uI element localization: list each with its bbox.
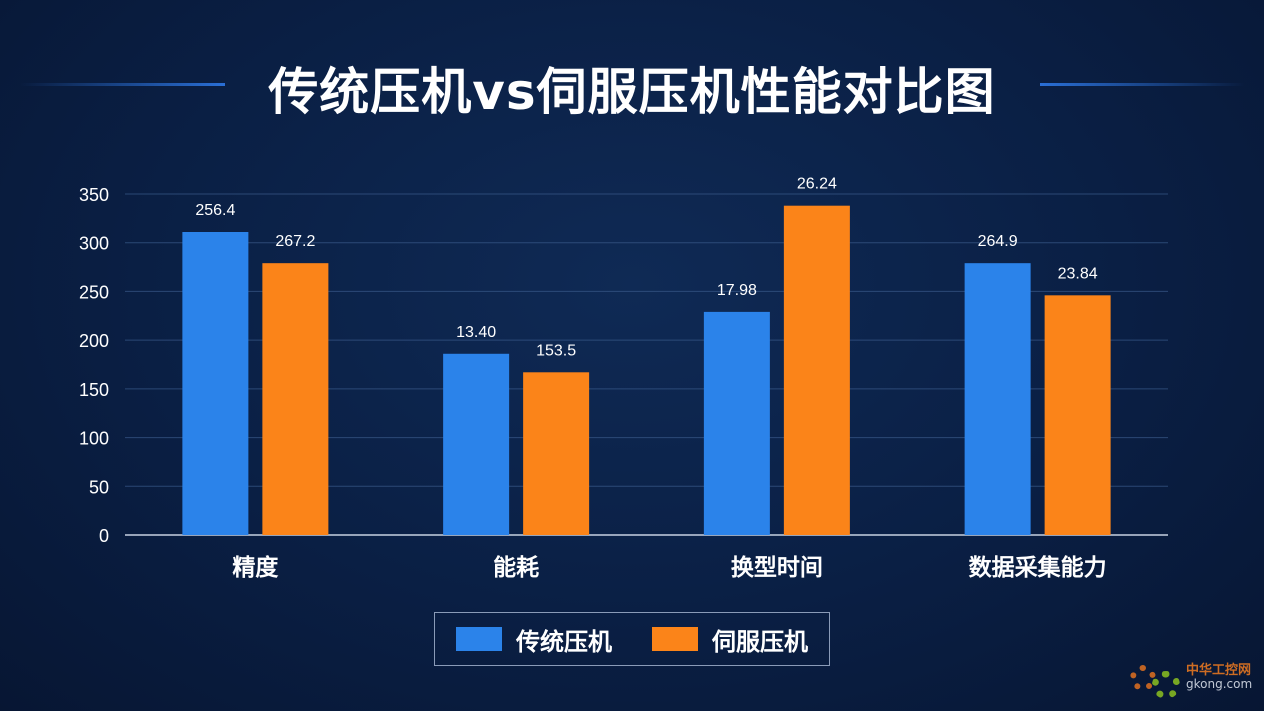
x-tick-label: 数据采集能力 [969,554,1107,581]
y-tick-label: 100 [79,429,109,449]
bar-servo [1044,295,1111,535]
bar-traditional [703,311,770,535]
y-tick-label: 50 [89,477,109,497]
y-tick-label: 350 [79,185,109,205]
watermark-en: gkong.com [1186,677,1253,691]
bar-traditional [182,231,249,536]
data-label: 23.84 [1058,265,1098,282]
data-label: 13.40 [456,324,496,341]
data-label: 26.24 [797,176,837,193]
y-tick-label: 150 [79,380,109,400]
legend-swatch-blue [456,627,502,651]
legend: 传统压机 伺服压机 [434,612,830,666]
x-tick-label: 能耗 [493,554,539,581]
legend-item-traditional: 传统压机 [456,622,612,657]
data-label: 267.2 [275,233,315,250]
y-tick-label: 250 [79,282,109,302]
legend-label: 传统压机 [516,627,612,656]
data-label: 264.9 [978,233,1018,250]
title-line-right [1040,83,1245,86]
x-tick-label: 精度 [232,554,279,581]
watermark-cn: 中华工控网 [1186,663,1252,678]
title-line-left [20,83,225,86]
bar-traditional [443,353,510,535]
bar-servo [783,205,850,536]
bar-servo [523,372,590,535]
chart-title: 传统压机vs伺服压机性能对比图 [268,63,996,121]
y-tick-label: 0 [99,526,109,546]
x-tick-label: 换型时间 [731,554,823,581]
legend-item-servo: 伺服压机 [652,622,808,657]
y-tick-label: 300 [79,234,109,254]
data-label: 17.98 [717,282,757,299]
watermark-logo: 中华工控网 gkong.com [1122,651,1252,701]
legend-swatch-orange [652,627,698,651]
data-label: 153.5 [536,342,576,359]
gear-icon [1152,671,1180,699]
y-tick-label: 200 [79,331,109,351]
bar-servo [262,263,329,535]
legend-label: 伺服压机 [712,627,808,656]
bar-traditional [964,263,1031,535]
data-label: 256.4 [195,202,235,219]
